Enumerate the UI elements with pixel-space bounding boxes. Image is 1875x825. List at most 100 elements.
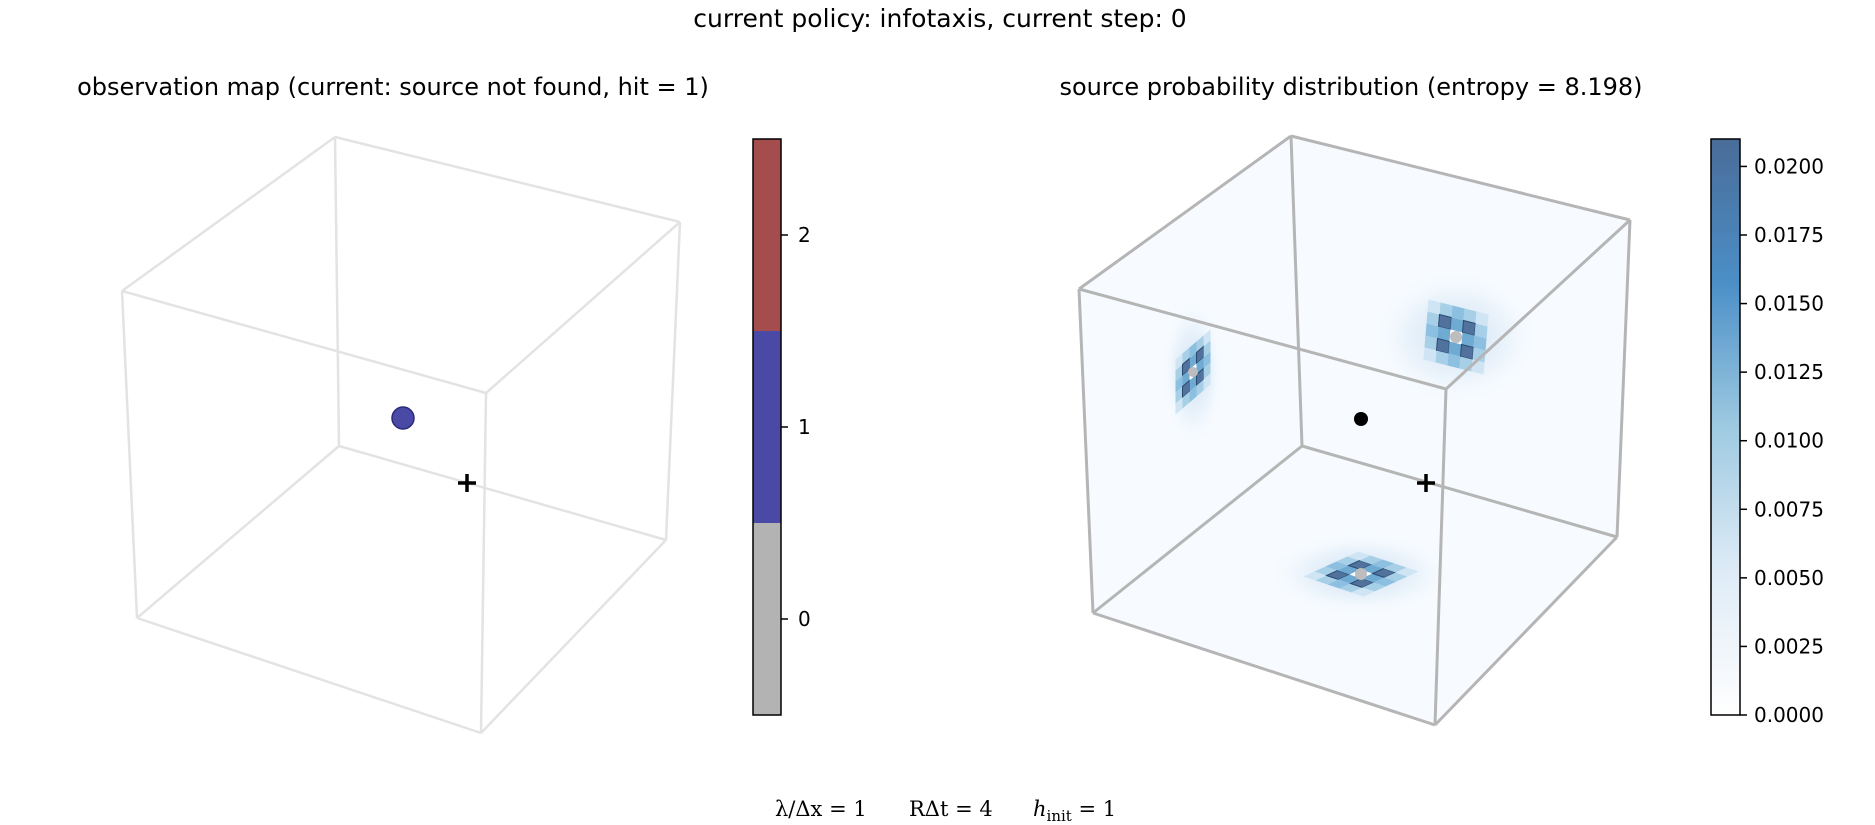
colorbar-segment-0 [753, 523, 781, 715]
box-edge [1433, 535, 1619, 727]
probability-cell [1196, 357, 1204, 375]
box-edge [1615, 219, 1632, 538]
probability-cell [1351, 587, 1375, 597]
box-edge [136, 445, 340, 619]
colorbar-segment-1 [753, 331, 781, 523]
probability-cell [1448, 341, 1462, 357]
box-edge [333, 136, 341, 447]
probability-cell [1461, 332, 1475, 348]
probability-cell [1383, 563, 1407, 573]
h-param: hinit = 1 [1033, 797, 1116, 825]
probability-cell [1450, 317, 1464, 333]
back-wall-projection [1371, 269, 1541, 405]
probability-colorbar-tick-label: 0.0075 [1754, 497, 1824, 521]
probability-cell [1314, 566, 1338, 576]
box-edge [1444, 218, 1632, 391]
probability-cell [1474, 323, 1488, 339]
probability-cell [1472, 347, 1486, 363]
box-edge [338, 444, 667, 542]
probability-cell [1189, 385, 1197, 403]
probability-cell [1426, 311, 1440, 327]
probability-colorbar-tick-label: 0.0050 [1754, 566, 1824, 590]
probability-colorbar-tick-label: 0.0000 [1754, 703, 1824, 727]
probability-cell [1437, 326, 1451, 342]
probability-cell [1435, 350, 1449, 366]
probability-colorbar-tick-label: 0.0175 [1754, 223, 1824, 247]
probability-cell [1373, 577, 1397, 587]
box-edge [120, 290, 139, 619]
r-param: RΔt = 4 [909, 797, 993, 821]
colorbar-segment-2 [753, 139, 781, 331]
probability-cell [1189, 374, 1197, 392]
colorbar-tick-label: 2 [798, 223, 811, 247]
probability-cell [1439, 302, 1453, 318]
probability-cell [1463, 308, 1477, 324]
probability-cell [1395, 567, 1419, 577]
probability-cell [1196, 379, 1204, 397]
probability-cell [1427, 299, 1441, 315]
probability-cell [1475, 311, 1489, 327]
probability-colorbar-tick-label: 0.0100 [1754, 429, 1824, 453]
box-edge [1078, 287, 1447, 391]
box-edge [485, 221, 681, 394]
probability-cell [1451, 305, 1465, 321]
lambda-param: λ/Δx = 1 [775, 797, 867, 821]
probability-cell [1203, 329, 1211, 347]
probability-cell [1336, 556, 1360, 566]
floor-source-marker [1355, 568, 1367, 580]
probability-cell [1182, 369, 1190, 387]
probability-colorbar-fill [1711, 139, 1740, 715]
probability-colorbar-tick-label: 0.0200 [1754, 154, 1824, 178]
probability-cell [1203, 351, 1211, 369]
probability-cell [1325, 561, 1349, 571]
agent-position-marker [458, 474, 476, 492]
probability-cell [1359, 555, 1383, 565]
probability-cell [1196, 335, 1204, 353]
probability-cell [1371, 559, 1395, 569]
probability-colorbar-tick-label: 0.0025 [1754, 634, 1824, 658]
probability-cell [1175, 397, 1183, 415]
probability-panel: source probability distribution (entropy… [1059, 73, 1824, 727]
colorbar-tick-label: 1 [798, 415, 811, 439]
observation-map-3d-box [120, 135, 682, 735]
probability-cell [1362, 582, 1386, 592]
box-edge [1092, 444, 1303, 615]
probability-cell [1182, 391, 1190, 409]
parameter-annotation: λ/Δx = 1 RΔt = 4 hinit = 1 [775, 797, 1116, 825]
probability-cell [1203, 340, 1211, 358]
floor-projection [1266, 532, 1456, 616]
probability-colorbar: 0.0000 0.0025 0.0050 0.0075 0.0100 0.0125 0.01… [1710, 138, 1824, 727]
probability-cell [1303, 571, 1327, 581]
box-edge [1301, 444, 1618, 539]
box-edge [136, 616, 482, 735]
probability-cell [1447, 353, 1461, 369]
probability-cell [1203, 362, 1211, 380]
probability-3d-box [1077, 134, 1632, 727]
box-edge [1433, 388, 1448, 726]
observation-colorbar: 0 1 2 [752, 138, 811, 716]
agent-position-marker-right [1417, 474, 1435, 492]
box-edge [334, 135, 681, 224]
probability-cell [1384, 572, 1408, 582]
observation-map-panel: observation map (current: source not fou… [77, 73, 811, 735]
probability-cell [1347, 551, 1371, 561]
probability-colorbar-tick-label: 0.0150 [1754, 292, 1824, 316]
back-wall-source-marker [1450, 331, 1462, 343]
probability-cell [1327, 579, 1351, 589]
box-edge [1092, 611, 1436, 727]
box-edge [1289, 135, 1304, 447]
probability-colorbar-frame [1710, 138, 1741, 716]
figure-title: current policy: infotaxis, current step:… [693, 4, 1186, 33]
box-edge [480, 539, 667, 734]
box-edge [1078, 134, 1292, 291]
box-edge [1290, 134, 1631, 222]
observation-map-title: observation map (current: source not fou… [77, 73, 709, 101]
probability-cell [1175, 364, 1183, 382]
colorbar-tick-label: 0 [798, 607, 811, 631]
probability-cell [1175, 375, 1183, 393]
probability-cell [1424, 335, 1438, 351]
observation-point [391, 406, 415, 430]
left-wall-projection [1161, 297, 1225, 447]
probability-colorbar-tick-label: 0.0125 [1754, 360, 1824, 384]
box-edge [479, 392, 488, 734]
